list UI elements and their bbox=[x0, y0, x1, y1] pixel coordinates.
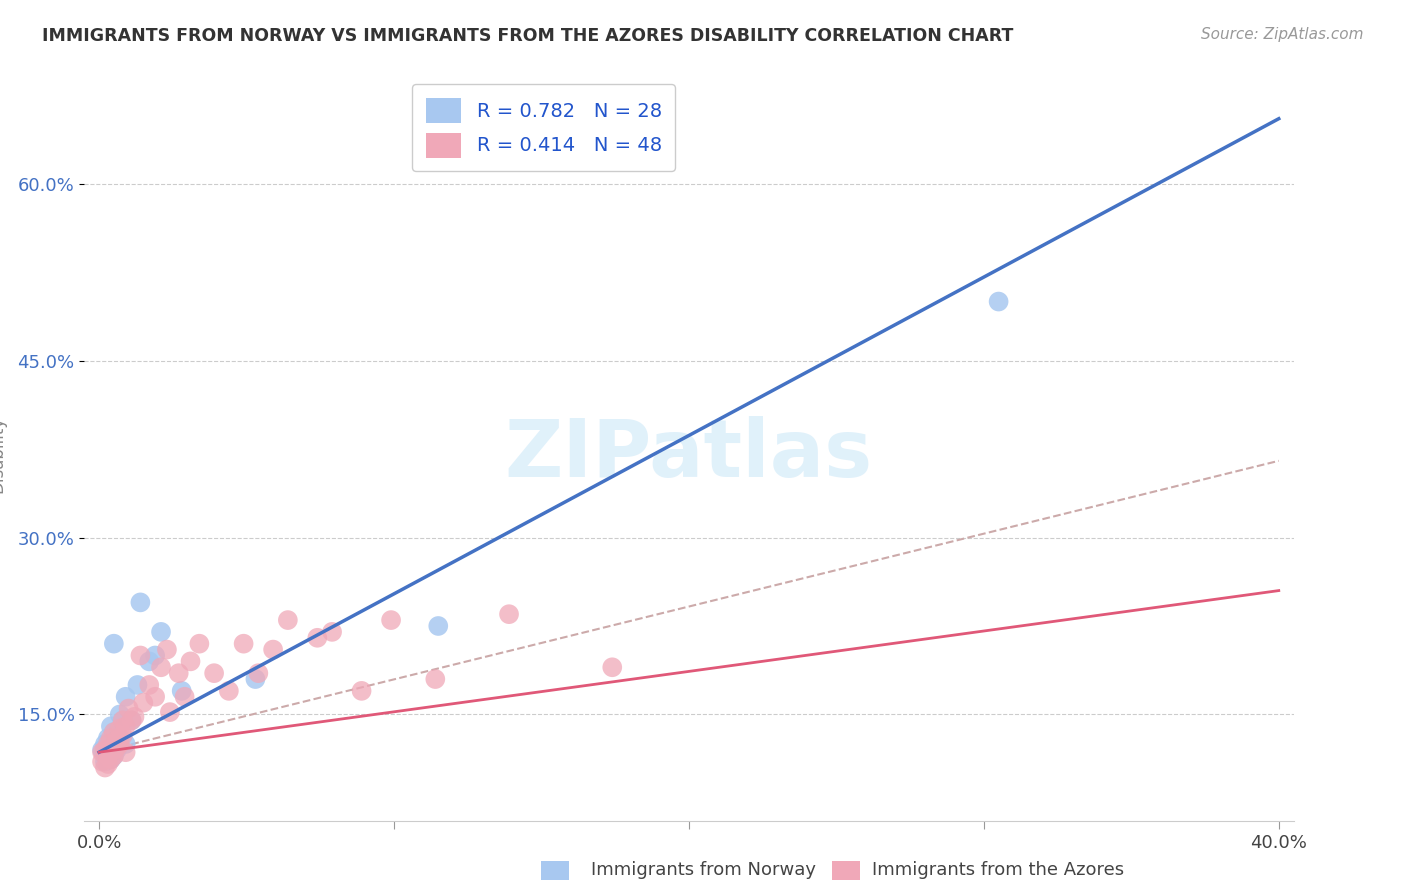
Text: IMMIGRANTS FROM NORWAY VS IMMIGRANTS FROM THE AZORES DISABILITY CORRELATION CHAR: IMMIGRANTS FROM NORWAY VS IMMIGRANTS FRO… bbox=[42, 27, 1014, 45]
Point bbox=[498, 607, 520, 622]
Point bbox=[987, 294, 1010, 309]
Point bbox=[170, 684, 193, 698]
Point bbox=[127, 678, 149, 692]
Point bbox=[108, 722, 131, 736]
Point bbox=[114, 719, 136, 733]
Point bbox=[108, 737, 131, 751]
Point bbox=[100, 752, 122, 766]
Point bbox=[111, 729, 134, 743]
Point bbox=[129, 595, 152, 609]
Text: ZIPatlas: ZIPatlas bbox=[505, 416, 873, 494]
Point bbox=[143, 690, 166, 704]
Point bbox=[100, 743, 122, 757]
Point bbox=[114, 737, 136, 751]
Point bbox=[105, 743, 128, 757]
Point bbox=[167, 666, 190, 681]
Point bbox=[150, 660, 173, 674]
Point bbox=[218, 684, 240, 698]
Point bbox=[350, 684, 373, 698]
Point bbox=[425, 672, 447, 686]
Point bbox=[202, 666, 225, 681]
Point bbox=[105, 733, 128, 747]
Point bbox=[103, 748, 125, 763]
Point bbox=[427, 619, 450, 633]
Point bbox=[94, 760, 117, 774]
Point bbox=[91, 745, 114, 759]
Point bbox=[103, 725, 125, 739]
Text: Immigrants from Norway: Immigrants from Norway bbox=[591, 861, 815, 879]
Point bbox=[97, 737, 120, 751]
Point bbox=[94, 737, 117, 751]
Point bbox=[277, 613, 299, 627]
Point bbox=[156, 642, 179, 657]
Point bbox=[97, 757, 120, 772]
Point bbox=[150, 624, 173, 639]
Text: Immigrants from the Azores: Immigrants from the Azores bbox=[872, 861, 1123, 879]
Point bbox=[132, 696, 155, 710]
Point bbox=[108, 731, 131, 745]
Point bbox=[129, 648, 152, 663]
Point bbox=[97, 731, 120, 745]
Point bbox=[94, 743, 117, 757]
Point bbox=[100, 731, 122, 745]
Point bbox=[232, 637, 254, 651]
Point bbox=[100, 752, 122, 766]
Point bbox=[114, 690, 136, 704]
Point bbox=[108, 707, 131, 722]
Point bbox=[94, 755, 117, 769]
Point bbox=[247, 666, 270, 681]
Point bbox=[307, 631, 329, 645]
Point bbox=[380, 613, 402, 627]
Point bbox=[105, 740, 128, 755]
Point bbox=[138, 654, 160, 668]
Point bbox=[262, 642, 284, 657]
Point bbox=[188, 637, 211, 651]
Point bbox=[103, 743, 125, 757]
Point bbox=[111, 714, 134, 728]
Point bbox=[180, 654, 202, 668]
Point bbox=[111, 714, 134, 728]
Point bbox=[103, 748, 125, 763]
Point bbox=[103, 725, 125, 739]
Point bbox=[97, 745, 120, 759]
Text: Source: ZipAtlas.com: Source: ZipAtlas.com bbox=[1201, 27, 1364, 42]
Point bbox=[91, 755, 114, 769]
Point bbox=[173, 690, 195, 704]
Point bbox=[159, 705, 181, 719]
Point bbox=[114, 745, 136, 759]
Point bbox=[103, 637, 125, 651]
Point bbox=[100, 745, 122, 759]
Point bbox=[121, 714, 143, 728]
Legend: R = 0.782   N = 28, R = 0.414   N = 48: R = 0.782 N = 28, R = 0.414 N = 48 bbox=[412, 84, 675, 171]
Point bbox=[100, 719, 122, 733]
Point bbox=[143, 648, 166, 663]
Point bbox=[121, 714, 143, 728]
Point bbox=[321, 624, 343, 639]
Point bbox=[97, 748, 120, 763]
Point bbox=[91, 743, 114, 757]
Point bbox=[105, 725, 128, 739]
Point bbox=[600, 660, 623, 674]
Point bbox=[124, 710, 146, 724]
Point bbox=[138, 678, 160, 692]
Y-axis label: Disability: Disability bbox=[0, 417, 7, 493]
Point bbox=[117, 701, 139, 715]
Point bbox=[245, 672, 267, 686]
